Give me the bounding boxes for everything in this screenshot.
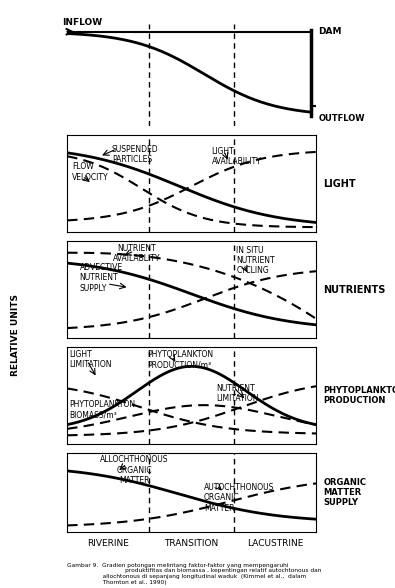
Text: ADVECTIVE
NUTRIENT
SUPPLY: ADVECTIVE NUTRIENT SUPPLY (80, 263, 123, 293)
Text: IN SITU
NUTRIENT
CYCLING: IN SITU NUTRIENT CYCLING (236, 246, 275, 275)
Text: Gambar 9.  Gradien potongan melintang faktor-faktor yang mempengaruhi
          : Gambar 9. Gradien potongan melintang fak… (67, 563, 322, 585)
Text: RELATIVE UNITS: RELATIVE UNITS (11, 294, 20, 376)
Text: NUTRIENTS: NUTRIENTS (324, 285, 386, 295)
Text: FLOW
VELOCITY: FLOW VELOCITY (72, 162, 109, 182)
Text: OUTFLOW: OUTFLOW (318, 114, 365, 123)
Text: PHYTOPLANKTON
PRODUCTION/m³: PHYTOPLANKTON PRODUCTION/m³ (147, 350, 213, 369)
Text: AUTOCHTHONOUS
ORGANIC
MATTER: AUTOCHTHONOUS ORGANIC MATTER (204, 483, 275, 513)
Text: INFLOW: INFLOW (62, 18, 102, 26)
Text: PHYTOPLANKTON
BIOMASS/m³: PHYTOPLANKTON BIOMASS/m³ (70, 400, 136, 420)
Text: NUTRIENT
LIMITATION: NUTRIENT LIMITATION (216, 384, 259, 403)
Text: LIGHT
AVAILABILITY: LIGHT AVAILABILITY (211, 147, 261, 166)
Text: NUTRIENT
AVAILABLITY: NUTRIENT AVAILABLITY (113, 244, 161, 263)
Text: ORGANIC
MATTER
SUPPLY: ORGANIC MATTER SUPPLY (324, 477, 367, 507)
Text: DAM: DAM (318, 27, 342, 36)
Text: LIGHT: LIGHT (324, 179, 356, 189)
Text: SUSPENDED
PARTICLES: SUSPENDED PARTICLES (112, 145, 158, 164)
Text: ALLOCHTHONOUS
ORGANIC
MATTER: ALLOCHTHONOUS ORGANIC MATTER (100, 455, 169, 485)
Text: PHYTOPLANKTO
PRODUCTION: PHYTOPLANKTO PRODUCTION (324, 386, 395, 405)
Text: LIGHT
LIMITATION: LIGHT LIMITATION (70, 350, 112, 369)
